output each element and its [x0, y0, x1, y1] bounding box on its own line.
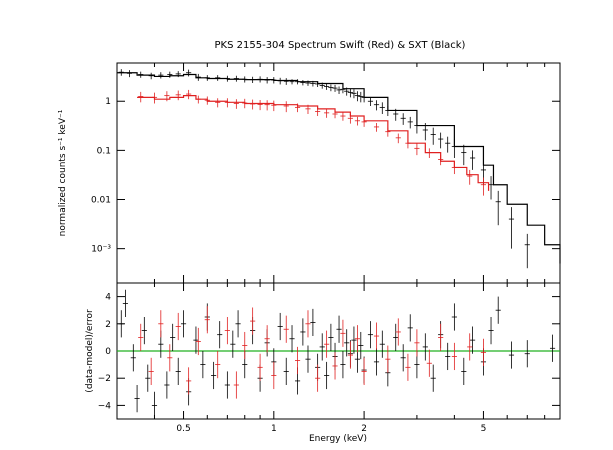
residuals-ytick-label: 0 [105, 347, 111, 357]
spectrum-y-axis-label: normalized counts s⁻¹ keV⁻¹ [58, 109, 68, 236]
chart-title: PKS 2155-304 Spectrum Swift (Red) & SXT … [215, 40, 466, 51]
x-tick-label: 5 [481, 424, 487, 434]
spectrum-ytick-label: 0.01 [91, 196, 111, 206]
residuals-ytick-label: 2 [105, 320, 111, 330]
residuals-ytick-label: −4 [98, 401, 112, 411]
spectrum-ytick-label: 10⁻³ [91, 245, 111, 255]
x-tick-label: 1 [271, 424, 277, 434]
x-tick-label: 0.5 [176, 424, 190, 434]
residuals-ytick-label: 4 [105, 293, 111, 303]
x-axis-label: Energy (keV) [309, 434, 367, 444]
residuals-ytick-label: −2 [98, 374, 111, 384]
residual-panel: 4 2 0 −2 −4 0.5 1 2 5 [98, 283, 561, 434]
sxt-model-line [117, 72, 561, 264]
spectrum-ytick-label: 0.1 [97, 146, 111, 156]
residual-y-axis-label: (data-model)/error [85, 309, 95, 393]
spectrum-panel: 1 0.1 0.01 10⁻³ [91, 63, 561, 283]
spectrum-ytick-label: 1 [105, 97, 111, 107]
swift-model-line [137, 95, 490, 191]
x-tick-label: 2 [361, 424, 367, 434]
